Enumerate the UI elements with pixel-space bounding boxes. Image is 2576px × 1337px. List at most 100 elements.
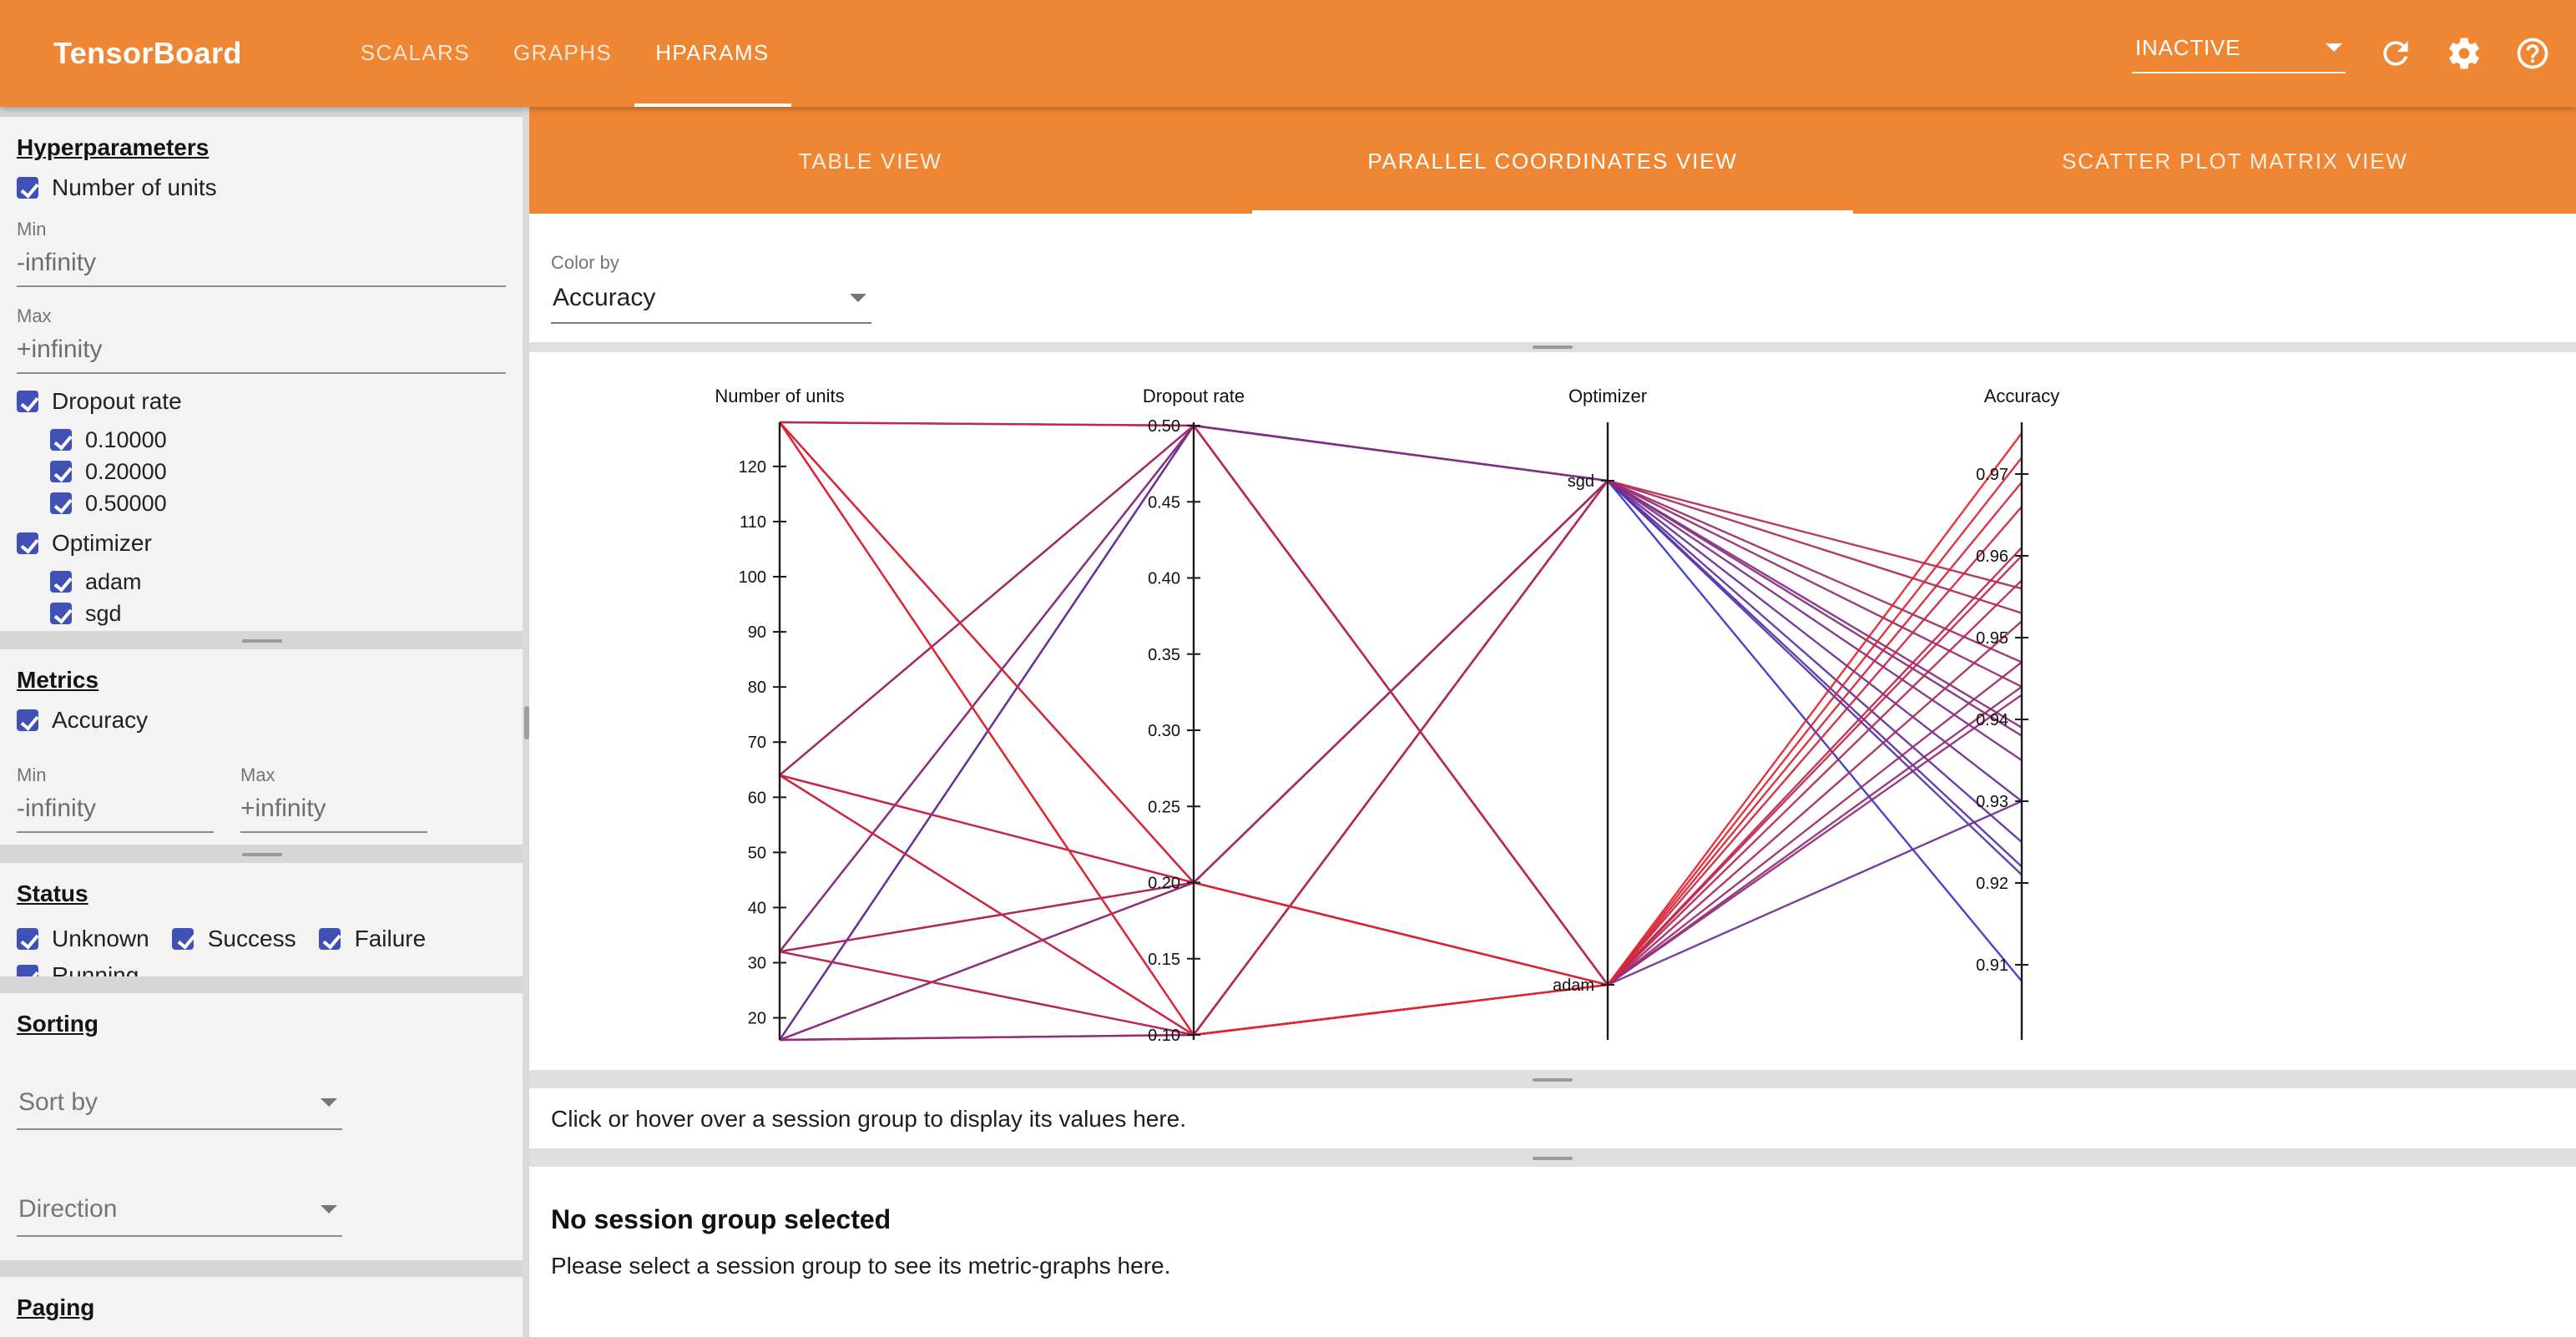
axis-dropout-rate[interactable]: Dropout rate 0.10 0.15 0.20 0.25 0.30 0.35 0.40… [1143,386,1245,1045]
svg-text:Dropout rate: Dropout rate [1143,386,1245,406]
session-group-line[interactable] [779,424,2023,952]
svg-text:40: 40 [748,899,766,917]
pane-resize-handle[interactable] [0,845,523,863]
session-group-line[interactable] [779,421,2023,986]
svg-text:60: 60 [748,789,766,807]
session-group-line[interactable] [779,424,2023,1041]
accuracy-min-label: Min [17,766,47,786]
svg-text:30: 30 [748,955,766,973]
svg-text:0.40: 0.40 [1148,570,1180,588]
drag-grip-icon [241,638,281,642]
pane-resize-handle[interactable] [529,1070,2576,1088]
checkbox-dropout-rate[interactable] [17,390,38,411]
number-of-units-max-label: Max [17,307,52,327]
accuracy-min-input[interactable] [17,791,214,833]
checkbox-accuracy[interactable] [17,709,38,730]
checkbox-0-20000[interactable] [50,461,72,482]
number-of-units-max-field: Max [17,307,506,374]
parallel-coordinates-plot: Number of units 20 30 40 50 60 70 80 90 100 110 120… [529,352,2576,1070]
session-group-line[interactable] [779,661,2023,1042]
refresh-icon[interactable] [2377,35,2414,72]
toolbar-actions: INACTIVE [2132,34,2551,73]
number-of-units-min-label: Min [17,220,47,240]
checkbox-row-unknown: Unknown [17,925,149,951]
checkbox-row-sgd: sgd [50,601,506,626]
checkbox-failure[interactable] [319,927,341,949]
session-group-line[interactable] [779,421,2023,986]
svg-text:adam: adam [1553,976,1594,995]
drag-grip-icon [523,705,528,739]
pane-resize-handle[interactable] [0,631,523,649]
checkbox-row-0-50000: 0.50000 [50,491,506,516]
session-group-line[interactable] [779,421,2023,885]
checkbox-sgd[interactable] [50,603,72,624]
checkbox-label-0-10000: 0.10000 [85,427,167,452]
checkbox-0-50000[interactable] [50,492,72,514]
checkbox-success[interactable] [172,927,194,949]
chevron-down-icon [2326,43,2342,51]
checkbox-row-dropout-rate: Dropout rate [17,387,506,414]
session-group-line[interactable] [779,479,2023,1042]
session-group-line[interactable] [779,555,2023,1037]
svg-text:0.30: 0.30 [1148,722,1180,740]
chevron-down-icon [850,294,866,302]
view-tab-table-view[interactable]: TABLE VIEW [798,148,942,173]
checkbox-row-0-20000: 0.20000 [50,459,506,484]
checkbox-unknown[interactable] [17,927,38,949]
checkbox-label-unknown: Unknown [52,925,149,951]
number-of-units-max-input[interactable] [17,332,506,374]
svg-text:0.20: 0.20 [1148,875,1180,893]
view-tabs: TABLE VIEW PARALLEL COORDINATES VIEW SCATT… [529,107,2576,214]
session-group-line[interactable] [779,421,2023,1037]
checkbox-number-of-units[interactable] [17,176,38,198]
svg-text:sgd: sgd [1568,472,1594,491]
pane-resize-handle[interactable] [529,1148,2576,1167]
checkbox-adam[interactable] [50,571,72,593]
session-group-line[interactable] [779,685,2023,1042]
checkbox-running[interactable] [17,964,38,976]
session-group-line[interactable] [779,423,2023,1041]
svg-text:0.50: 0.50 [1148,417,1180,436]
svg-text:70: 70 [748,734,766,752]
checkbox-label-accuracy: Accuracy [52,706,149,733]
axis-accuracy[interactable]: Accuracy 0.91 0.92 0.93 0.94 0.95 0.96 0.97 [1976,386,2059,1040]
gear-icon[interactable] [2446,35,2483,72]
checkbox-label-failure: Failure [354,925,427,951]
axis-optimizer[interactable]: Optimizer sgd adam [1553,386,1647,1040]
svg-text:0.93: 0.93 [1976,793,2008,811]
svg-text:0.25: 0.25 [1148,798,1180,816]
parallel-coordinates-svg[interactable]: Number of units 20 30 40 50 60 70 80 90 100 110 120… [529,352,2576,1070]
color-by-label: Color by [551,254,619,274]
svg-text:0.92: 0.92 [1976,875,2008,893]
svg-text:0.94: 0.94 [1976,711,2008,729]
direction-select[interactable]: Direction [17,1190,342,1237]
direction-value: Direction [18,1195,118,1223]
svg-text:100: 100 [739,568,766,587]
sort-by-value: Sort by [18,1088,98,1117]
color-by-value: Accuracy [553,284,656,312]
session-group-line[interactable] [779,421,2023,1037]
checkbox-optimizer[interactable] [17,532,38,553]
metric-range-row: Min Max [17,746,506,840]
axis-number-of-units[interactable]: Number of units 20 30 40 50 60 70 80 90 100 110 120 [715,386,845,1040]
top-tab-graphs[interactable]: GRAPHS [513,39,613,64]
sort-by-select[interactable]: Sort by [17,1083,342,1130]
top-tab-scalars[interactable]: SCALARS [360,39,470,64]
svg-text:0.45: 0.45 [1148,493,1180,512]
help-icon[interactable] [2514,35,2551,72]
number-of-units-min-input[interactable] [17,245,506,287]
checkbox-0-10000[interactable] [50,429,72,451]
session-group-line[interactable] [779,479,2023,1042]
sidebar: Hyperparameters Number of unitsMinMaxDro… [0,107,523,1337]
session-group-line[interactable] [779,579,2023,986]
pane-resize-handle[interactable] [529,342,2576,352]
reload-status-dropdown[interactable]: INACTIVE [2132,34,2346,73]
view-tab-scatter-plot-matrix-view[interactable]: SCATTER PLOT MATRIX VIEW [2062,148,2408,173]
svg-text:0.91: 0.91 [1976,956,2008,975]
svg-text:Optimizer: Optimizer [1568,386,1647,406]
accuracy-max-input[interactable] [240,791,427,833]
color-by-select[interactable]: Accuracy [551,279,871,324]
sidebar-resize-handle[interactable] [523,107,529,1337]
view-tab-parallel-coordinates-view[interactable]: PARALLEL COORDINATES VIEW [1211,107,1893,214]
top-tab-hparams[interactable]: HPARAMS [634,0,791,107]
